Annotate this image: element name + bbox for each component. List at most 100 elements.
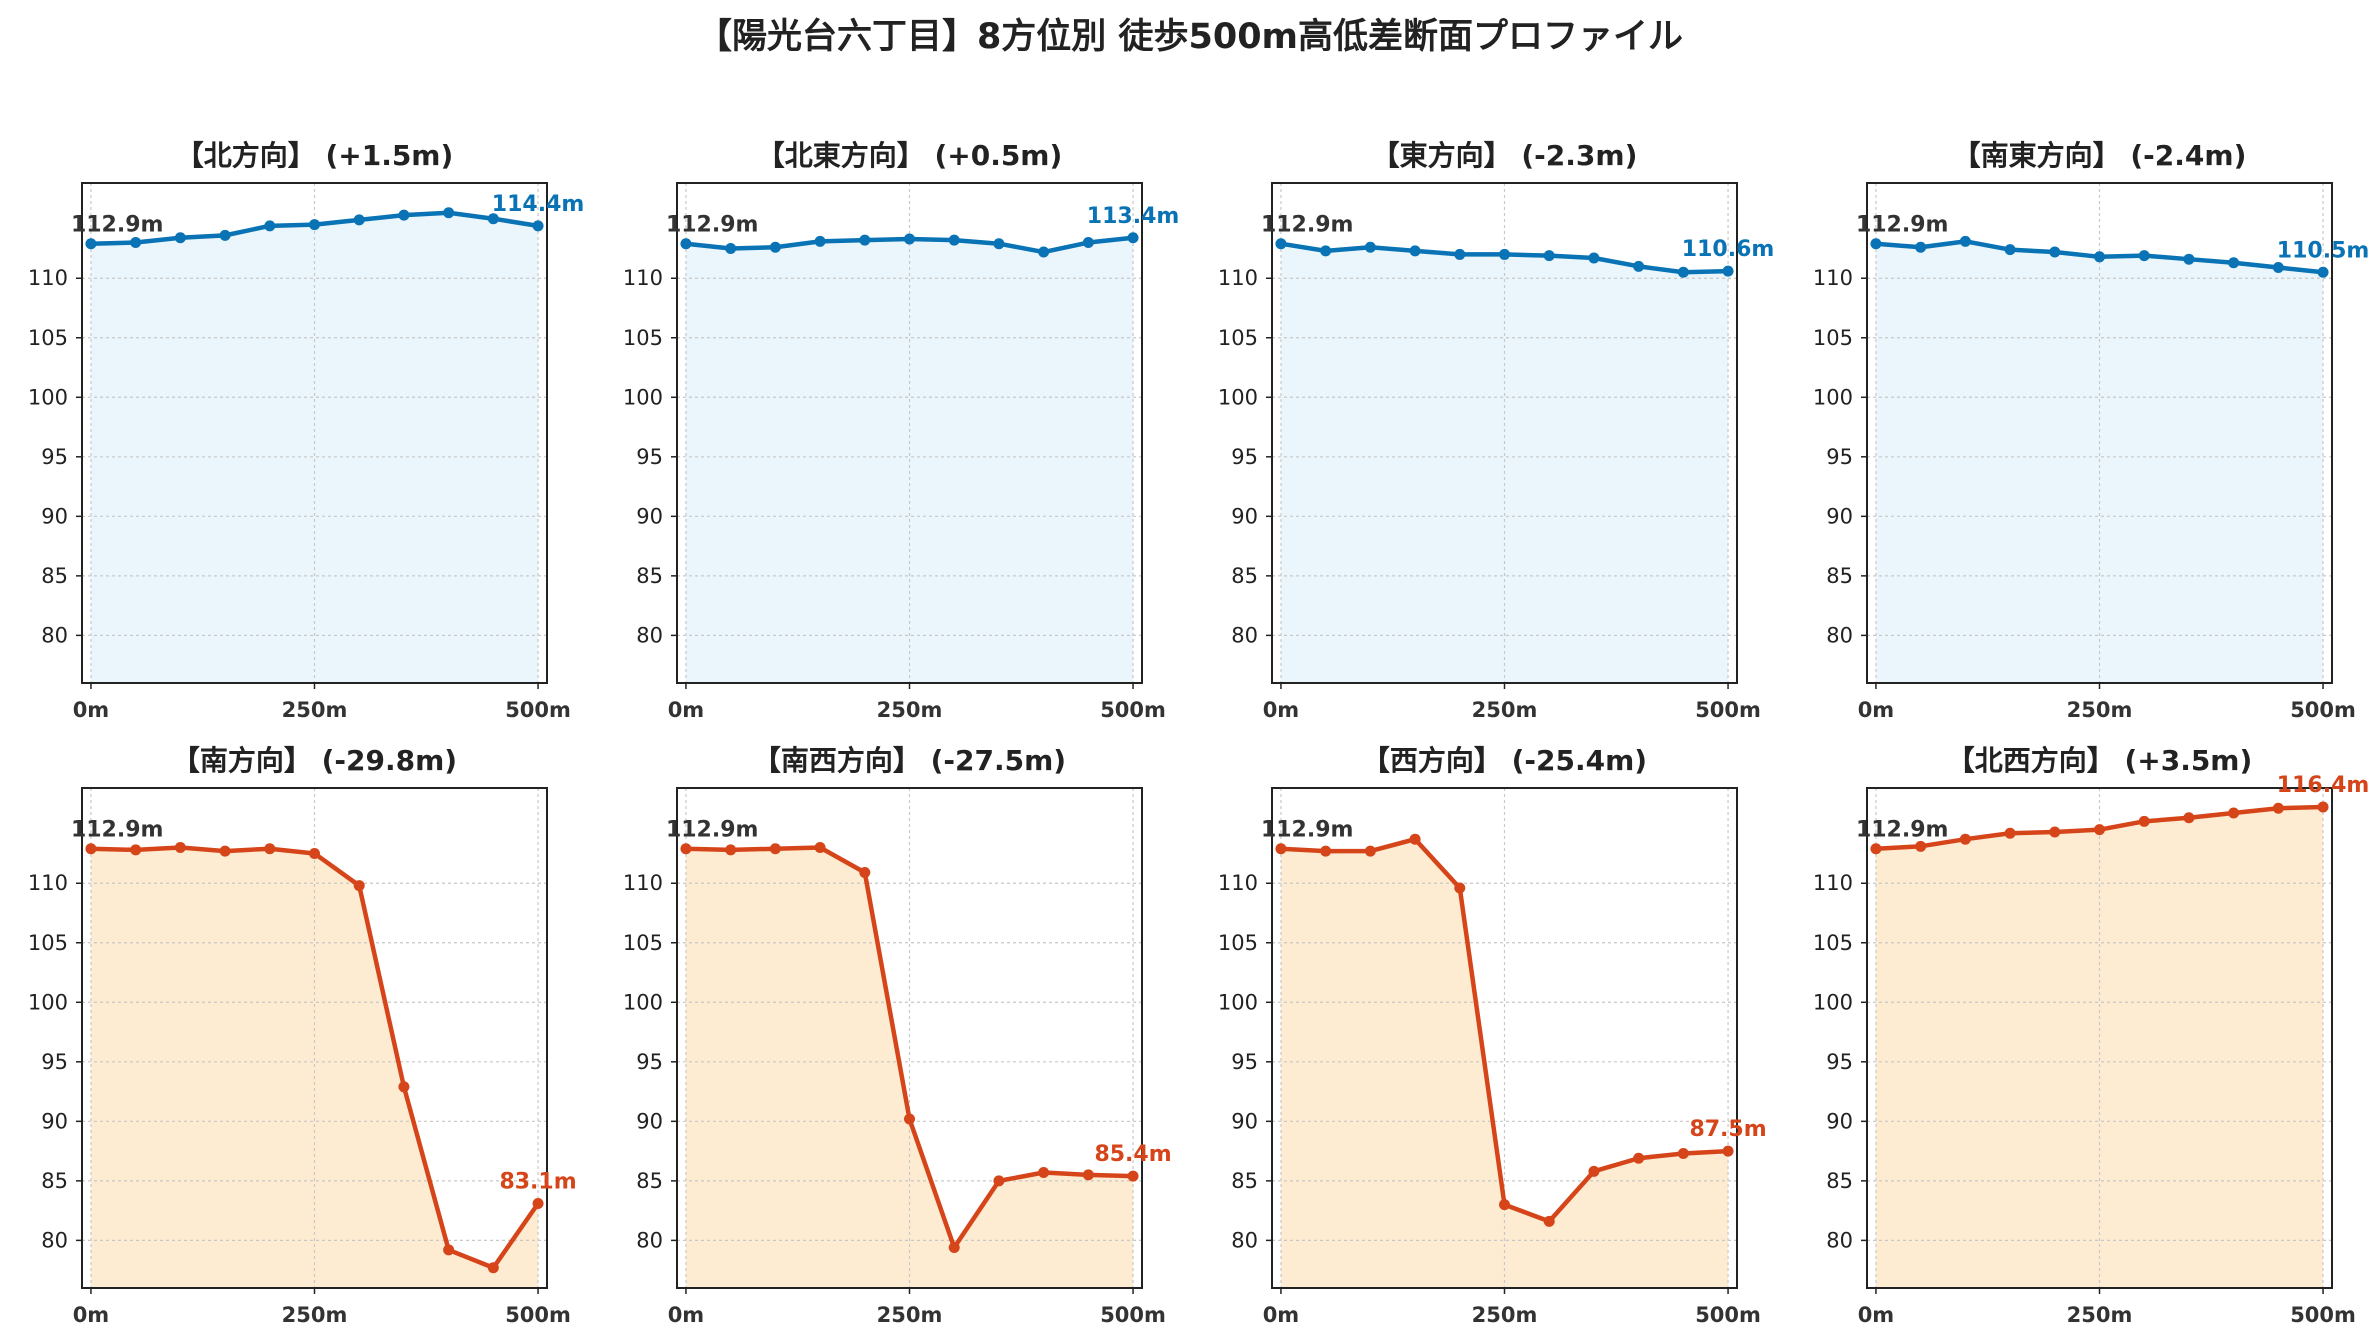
data-point bbox=[309, 847, 320, 859]
x-tick-label: 0m bbox=[668, 1303, 705, 1327]
elevation-chart-2: 80 85 90 95 100 105 110 0m 250m 500m 【東方向】 (-2.3m)… bbox=[1218, 139, 1774, 722]
data-point bbox=[2183, 812, 2195, 824]
y-tick-label: 80 bbox=[1826, 623, 1853, 647]
y-tick-label: 80 bbox=[41, 623, 68, 647]
end-elevation-label: 85.4m bbox=[1094, 1142, 1171, 1167]
y-tick-label: 110 bbox=[1218, 266, 1258, 290]
data-point bbox=[2317, 266, 2329, 278]
data-point bbox=[532, 220, 544, 232]
data-point bbox=[1677, 1147, 1689, 1159]
data-point bbox=[1038, 1167, 1050, 1179]
start-elevation-label: 112.9m bbox=[71, 818, 164, 843]
x-tick-label: 250m bbox=[1472, 1303, 1538, 1327]
data-point bbox=[2183, 253, 2195, 265]
data-point bbox=[1915, 840, 1927, 852]
data-point bbox=[2272, 262, 2284, 274]
data-point bbox=[443, 1244, 455, 1256]
data-point bbox=[1454, 882, 1466, 894]
data-point bbox=[487, 1262, 499, 1274]
end-elevation-label: 87.5m bbox=[1689, 1117, 1766, 1142]
data-point bbox=[2228, 257, 2240, 269]
y-tick-label: 80 bbox=[1231, 1228, 1258, 1252]
data-point bbox=[948, 1242, 960, 1254]
y-tick-label: 85 bbox=[636, 1169, 663, 1193]
data-point bbox=[1677, 266, 1689, 278]
subplot-title: 【北方向】 (+1.5m) bbox=[176, 139, 454, 172]
y-tick-label: 90 bbox=[1231, 504, 1258, 528]
x-tick-label: 500m bbox=[1695, 1303, 1761, 1327]
x-tick-label: 250m bbox=[2067, 1303, 2133, 1327]
data-point bbox=[680, 238, 692, 250]
y-tick-label: 110 bbox=[1813, 871, 1853, 895]
data-point bbox=[2049, 826, 2061, 838]
y-tick-label: 95 bbox=[1826, 445, 1853, 469]
data-point bbox=[1588, 1165, 1600, 1177]
y-tick-label: 105 bbox=[623, 326, 663, 350]
elevation-chart-5: 80 85 90 95 100 105 110 0m 250m 500m 【南西方向】 (-27.5… bbox=[623, 744, 1172, 1327]
x-tick-label: 500m bbox=[1100, 1303, 1166, 1327]
y-tick-label: 90 bbox=[636, 1109, 663, 1133]
data-point bbox=[174, 842, 186, 854]
y-tick-label: 100 bbox=[1218, 990, 1258, 1014]
data-point bbox=[1409, 833, 1421, 845]
end-elevation-label: 113.4m bbox=[1087, 204, 1180, 229]
data-point bbox=[1543, 250, 1555, 262]
data-point bbox=[398, 209, 410, 221]
y-tick-label: 105 bbox=[623, 931, 663, 955]
data-point bbox=[1870, 238, 1882, 250]
y-tick-label: 105 bbox=[28, 326, 68, 350]
data-point bbox=[353, 214, 365, 226]
y-tick-label: 95 bbox=[636, 1050, 663, 1074]
x-tick-label: 500m bbox=[1695, 698, 1761, 722]
subplot-title: 【西方向】 (-25.4m) bbox=[1362, 744, 1647, 777]
start-elevation-label: 112.9m bbox=[666, 213, 759, 238]
end-elevation-label: 110.6m bbox=[1682, 237, 1775, 262]
x-tick-label: 250m bbox=[1472, 698, 1538, 722]
data-point bbox=[1127, 232, 1139, 244]
y-tick-label: 80 bbox=[636, 1228, 663, 1252]
y-tick-label: 105 bbox=[28, 931, 68, 955]
data-point bbox=[2317, 801, 2329, 813]
data-point bbox=[174, 232, 186, 244]
elevation-chart-0: 80 85 90 95 100 105 110 0m 250m 500m 【北方向】 (+1.5m)… bbox=[28, 139, 584, 722]
data-point bbox=[2272, 802, 2284, 814]
data-point bbox=[1499, 248, 1510, 260]
data-point bbox=[1409, 245, 1421, 257]
y-tick-label: 90 bbox=[1826, 1109, 1853, 1133]
data-point bbox=[1959, 235, 1971, 247]
start-elevation-label: 112.9m bbox=[71, 213, 164, 238]
data-point bbox=[769, 843, 781, 855]
subplot-title: 【東方向】 (-2.3m) bbox=[1372, 139, 1638, 172]
y-tick-label: 85 bbox=[636, 564, 663, 588]
data-point bbox=[353, 880, 365, 892]
data-point bbox=[85, 238, 97, 250]
data-point bbox=[1959, 833, 1971, 845]
y-tick-label: 85 bbox=[1826, 1169, 1853, 1193]
y-tick-label: 90 bbox=[1826, 504, 1853, 528]
elevation-chart-6: 80 85 90 95 100 105 110 0m 250m 500m 【西方向】 (-25.4m… bbox=[1218, 744, 1767, 1327]
x-tick-label: 0m bbox=[1263, 1303, 1300, 1327]
data-point bbox=[904, 233, 915, 245]
data-point bbox=[2094, 824, 2105, 836]
y-tick-label: 80 bbox=[636, 623, 663, 647]
y-tick-label: 110 bbox=[1218, 871, 1258, 895]
x-tick-label: 500m bbox=[505, 698, 571, 722]
data-point bbox=[1499, 1199, 1510, 1211]
y-tick-label: 100 bbox=[1813, 385, 1853, 409]
y-tick-label: 90 bbox=[1231, 1109, 1258, 1133]
y-tick-label: 85 bbox=[1231, 564, 1258, 588]
data-point bbox=[1454, 248, 1466, 260]
data-point bbox=[1633, 1152, 1645, 1164]
y-tick-label: 110 bbox=[28, 266, 68, 290]
y-tick-label: 85 bbox=[1826, 564, 1853, 588]
y-tick-label: 100 bbox=[28, 990, 68, 1014]
start-elevation-label: 112.9m bbox=[666, 818, 759, 843]
x-tick-label: 500m bbox=[2290, 1303, 2356, 1327]
start-elevation-label: 112.9m bbox=[1856, 818, 1949, 843]
data-point bbox=[1320, 245, 1332, 257]
data-point bbox=[219, 229, 231, 241]
data-point bbox=[948, 234, 960, 246]
data-point bbox=[130, 237, 142, 249]
data-point bbox=[443, 207, 455, 219]
